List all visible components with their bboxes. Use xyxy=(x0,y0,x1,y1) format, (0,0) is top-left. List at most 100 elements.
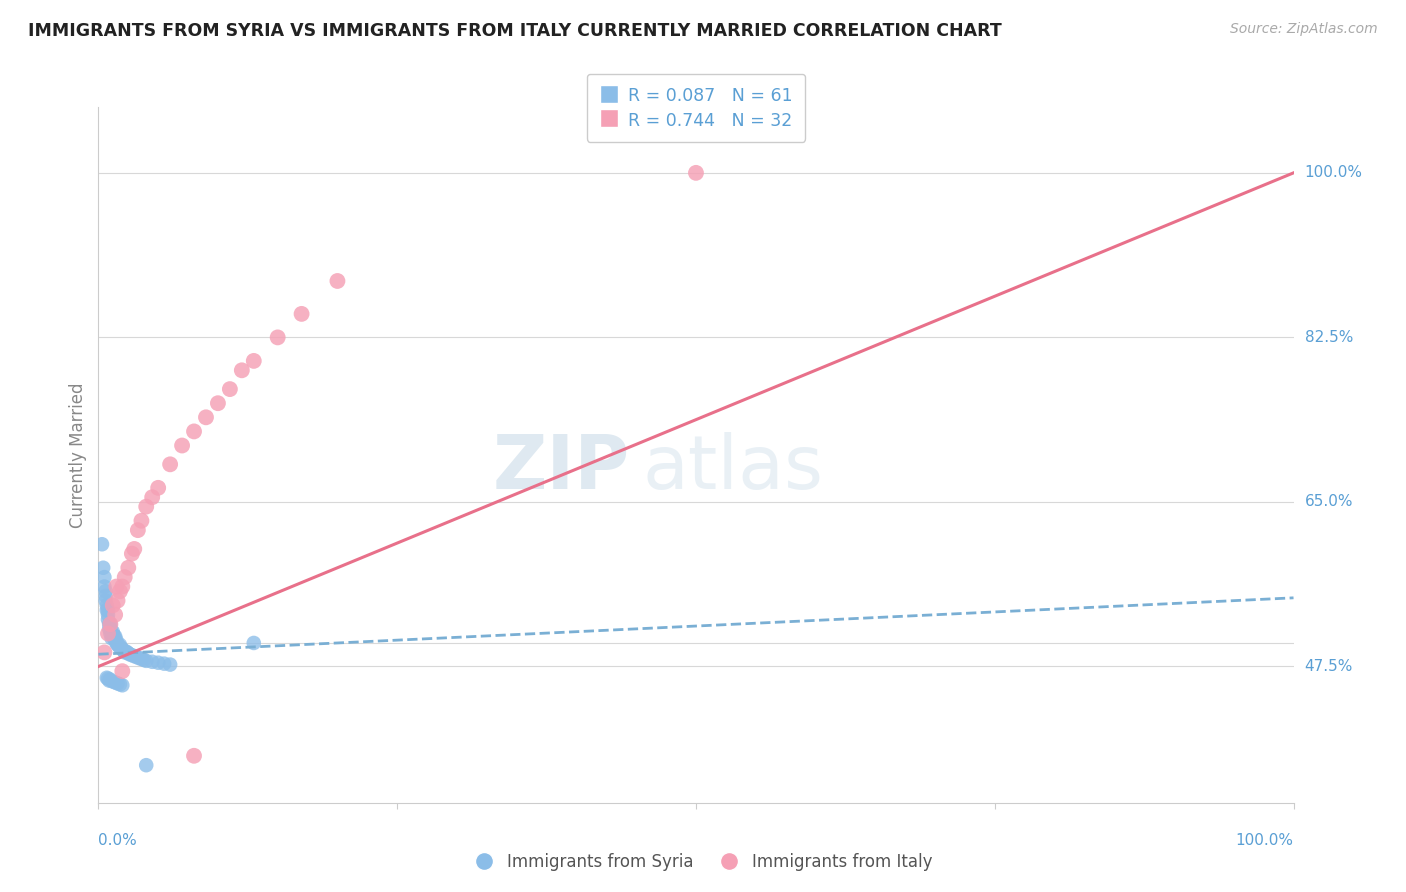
Point xyxy=(108,638,131,652)
Point xyxy=(103,632,125,646)
Point xyxy=(195,410,218,425)
Point xyxy=(291,307,314,321)
Text: 47.5%: 47.5% xyxy=(1305,659,1353,674)
Point xyxy=(107,676,129,690)
Point xyxy=(101,674,124,689)
Point xyxy=(141,490,163,504)
Point xyxy=(97,603,120,617)
Point xyxy=(105,636,128,650)
Point xyxy=(107,639,129,653)
Point xyxy=(128,651,150,665)
Point xyxy=(98,626,122,640)
Point xyxy=(118,647,141,661)
Point xyxy=(131,514,153,528)
Legend: Immigrants from Syria, Immigrants from Italy: Immigrants from Syria, Immigrants from I… xyxy=(465,845,941,880)
Point xyxy=(131,652,153,666)
Text: IMMIGRANTS FROM SYRIA VS IMMIGRANTS FROM ITALY CURRENTLY MARRIED CORRELATION CHA: IMMIGRANTS FROM SYRIA VS IMMIGRANTS FROM… xyxy=(28,22,1002,40)
Point xyxy=(94,589,117,603)
Y-axis label: Currently Married: Currently Married xyxy=(69,382,87,528)
Point xyxy=(97,672,120,686)
Point xyxy=(93,580,115,594)
Text: 100.0%: 100.0% xyxy=(1236,833,1294,848)
Point xyxy=(115,645,138,659)
Point xyxy=(159,657,181,672)
Point xyxy=(243,354,266,368)
Text: 65.0%: 65.0% xyxy=(1305,494,1353,509)
Point xyxy=(97,612,120,626)
Point xyxy=(207,396,229,410)
Point xyxy=(135,500,157,514)
Point xyxy=(111,642,134,657)
Point xyxy=(105,580,128,594)
Point xyxy=(124,649,146,664)
Point xyxy=(97,607,120,622)
Point xyxy=(153,657,176,671)
Point xyxy=(148,656,170,670)
Point xyxy=(98,617,121,632)
Point xyxy=(98,673,122,687)
Text: 0.0%: 0.0% xyxy=(98,833,138,848)
Point xyxy=(159,458,181,472)
Point xyxy=(96,671,118,685)
Point xyxy=(100,626,122,640)
Point xyxy=(172,438,194,452)
Point xyxy=(135,654,157,668)
Point xyxy=(108,584,131,599)
Text: 100.0%: 100.0% xyxy=(1305,165,1362,180)
Point xyxy=(111,664,134,678)
Point xyxy=(98,673,121,688)
Text: ZIP: ZIP xyxy=(494,433,630,506)
Point xyxy=(141,655,163,669)
Point xyxy=(243,636,266,650)
Point xyxy=(685,166,707,180)
Point xyxy=(98,617,122,632)
Text: Source: ZipAtlas.com: Source: ZipAtlas.com xyxy=(1230,22,1378,37)
Point xyxy=(117,560,139,574)
Point xyxy=(100,632,122,646)
Point xyxy=(91,537,114,551)
Point xyxy=(104,675,127,690)
Point xyxy=(104,607,127,622)
Point xyxy=(96,599,118,613)
Point xyxy=(111,580,134,594)
Point xyxy=(104,633,127,648)
Point xyxy=(108,677,131,691)
Point xyxy=(135,758,157,772)
Point xyxy=(127,523,149,537)
Point xyxy=(103,628,125,642)
Point xyxy=(121,547,143,561)
Point xyxy=(93,645,115,659)
Point xyxy=(93,570,115,584)
Point xyxy=(94,593,117,607)
Point xyxy=(267,330,290,344)
Point xyxy=(115,644,138,658)
Point xyxy=(148,481,170,495)
Point xyxy=(326,274,349,288)
Point xyxy=(107,638,129,652)
Point xyxy=(183,425,205,439)
Point xyxy=(114,570,136,584)
Point xyxy=(124,541,146,556)
Text: 82.5%: 82.5% xyxy=(1305,330,1353,345)
Point xyxy=(112,643,135,657)
Point xyxy=(97,626,120,640)
Point xyxy=(94,584,117,599)
Point xyxy=(98,617,122,632)
Legend: R = 0.087   N = 61, R = 0.744   N = 32: R = 0.087 N = 61, R = 0.744 N = 32 xyxy=(586,74,806,142)
Point xyxy=(107,593,129,607)
Point xyxy=(108,640,131,655)
Point xyxy=(117,646,139,660)
Point xyxy=(98,622,121,636)
Point xyxy=(104,629,127,643)
Point xyxy=(121,648,143,663)
Text: atlas: atlas xyxy=(643,433,823,506)
Point xyxy=(132,653,155,667)
Point xyxy=(231,363,253,377)
Point xyxy=(111,678,134,692)
Point xyxy=(96,603,118,617)
Point xyxy=(114,645,136,659)
Point xyxy=(101,624,124,639)
Point xyxy=(219,382,242,396)
Point xyxy=(91,560,114,574)
Point xyxy=(105,633,128,648)
